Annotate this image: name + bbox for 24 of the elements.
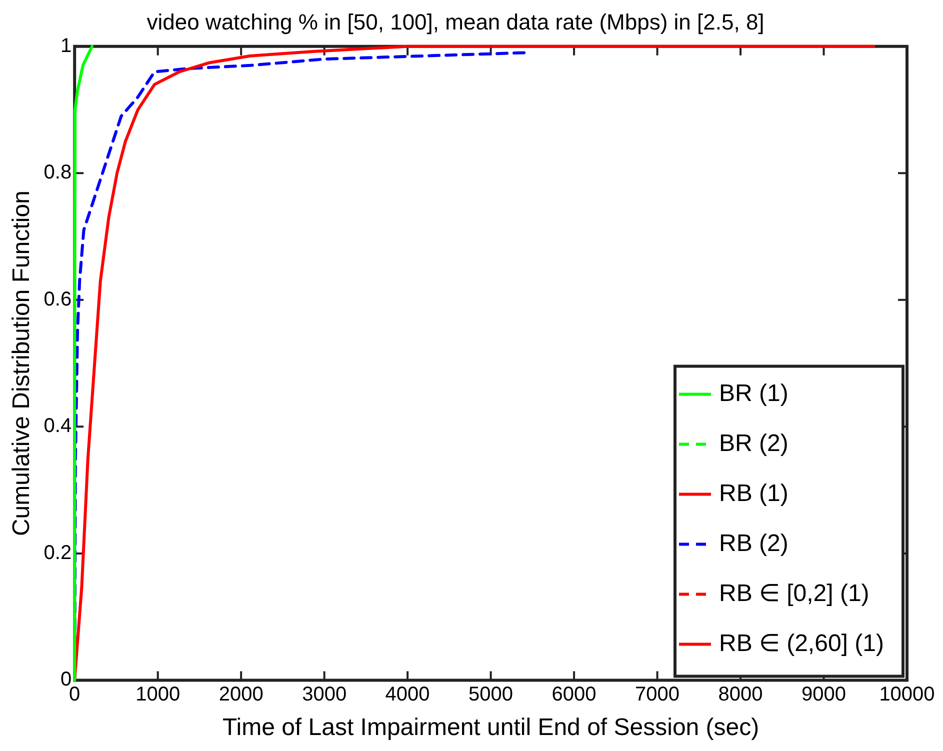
chart-title: video watching % in [50, 100], mean data rate (Mbps) in [2.5, 8] (146, 9, 764, 34)
x-tick-label: 4000 (385, 684, 430, 706)
x-tick-label: 7000 (635, 684, 680, 706)
y-tick-label: 0.6 (44, 288, 72, 310)
y-tick-label: 1 (60, 34, 72, 57)
legend-label: RB ∈ [0,2] (1) (719, 580, 870, 607)
x-axis-title: Time of Last Impairment until End of Session (sec) (222, 714, 760, 742)
y-tick-label: 0.8 (44, 162, 72, 184)
x-tick-label: 3000 (302, 684, 347, 706)
legend-label: BR (1) (719, 380, 788, 407)
y-tick-label: 0.2 (44, 542, 72, 564)
x-tick-label: 10000 (879, 684, 935, 706)
y-tick-label: 0.4 (44, 415, 72, 438)
legend-label: BR (2) (719, 430, 788, 457)
y-axis-title: Cumulative Distribution Function (8, 190, 36, 536)
x-tick-label: 2000 (218, 684, 264, 706)
x-tick-label: 8000 (718, 684, 763, 706)
x-tick-label: 6000 (552, 684, 596, 706)
legend-label: RB (1) (719, 480, 788, 507)
legend-label: RB ∈ (2,60] (1) (719, 630, 884, 657)
x-tick-label: 5000 (468, 684, 514, 706)
x-tick-label: 1000 (136, 684, 180, 706)
x-tick-label: 9000 (802, 684, 846, 706)
legend-label: RB (2) (719, 530, 788, 557)
